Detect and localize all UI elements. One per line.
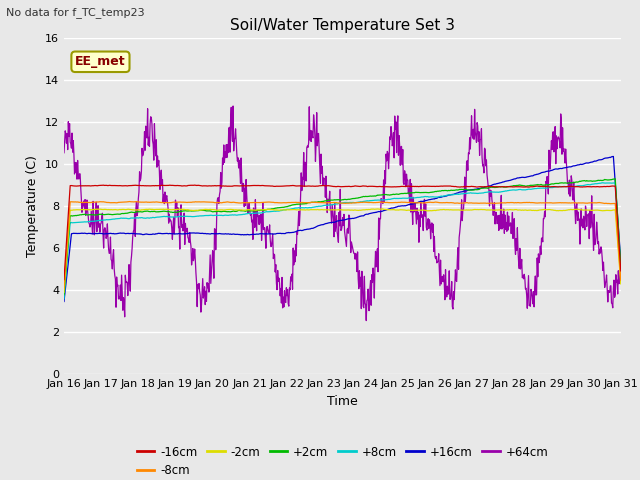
Title: Soil/Water Temperature Set 3: Soil/Water Temperature Set 3: [230, 18, 455, 33]
Text: EE_met: EE_met: [75, 55, 126, 68]
Text: No data for f_TC_temp23: No data for f_TC_temp23: [6, 7, 145, 18]
Legend: -16cm, -8cm, -2cm, +2cm, +8cm, +16cm, +64cm: -16cm, -8cm, -2cm, +2cm, +8cm, +16cm, +6…: [132, 441, 553, 480]
X-axis label: Time: Time: [327, 395, 358, 408]
Y-axis label: Temperature (C): Temperature (C): [26, 156, 40, 257]
